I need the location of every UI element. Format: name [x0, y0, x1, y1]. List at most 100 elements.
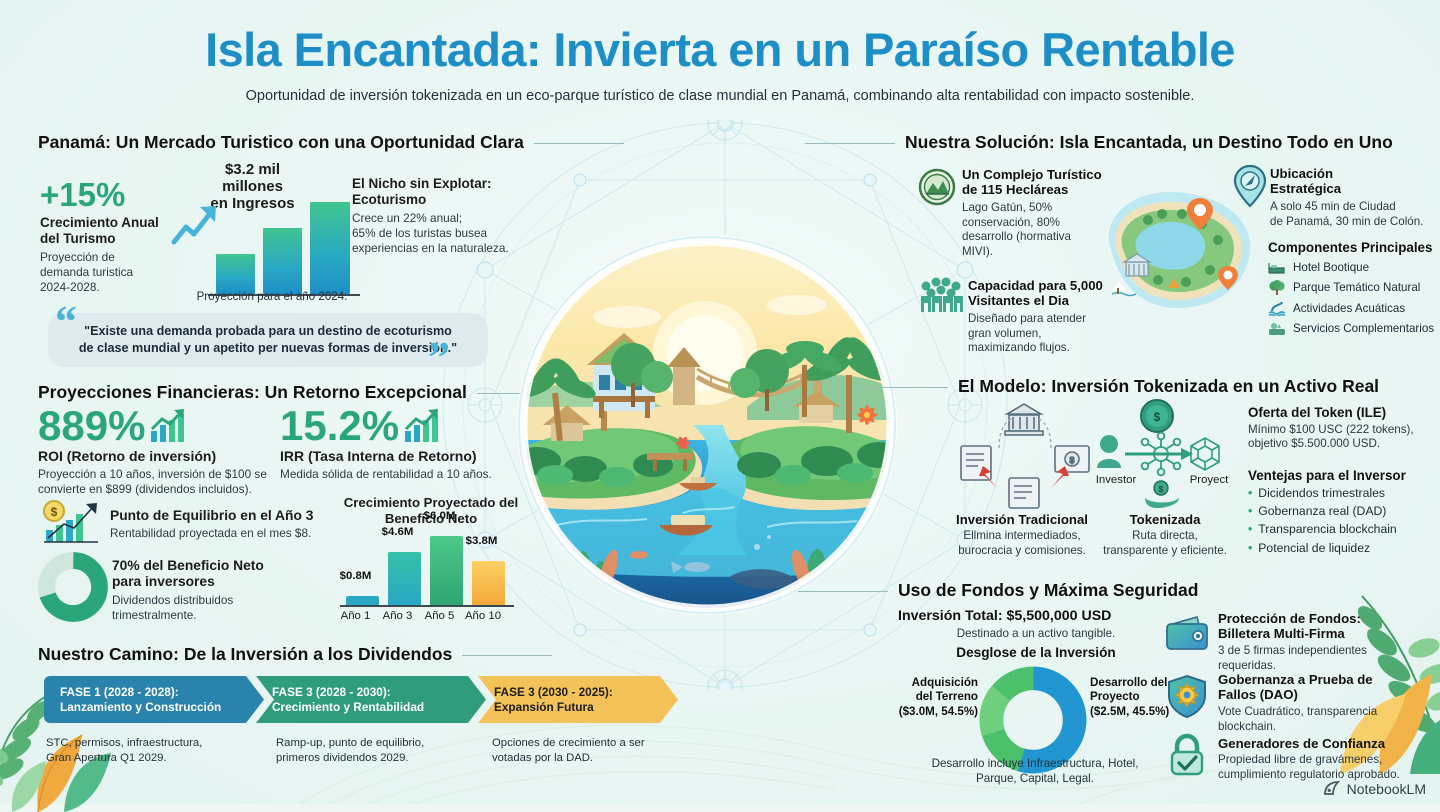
quote-text: "Existe una demanda probada para un dest… [78, 324, 458, 355]
notebooklm-logo-icon [1323, 781, 1340, 795]
section-heading-model: El Modelo: Inversión Tokenizada en un Ac… [857, 376, 1380, 396]
island-illustration [517, 235, 897, 615]
section-heading-solution: Nuestra Solución: Isla Encantada, un Des… [805, 132, 1393, 152]
dividend-block: 70% del Beneficio Neto para inversores D… [112, 558, 322, 623]
services-icon [1269, 322, 1285, 335]
breakdown-right-label: Desarrollo del Proyecto ($2.5M, 45.5%) [1090, 676, 1170, 718]
lock-check-icon [1170, 733, 1204, 776]
svg-text:$: $ [1154, 410, 1161, 424]
total-investment-label: Inversión Total: $5,500,000 USD [898, 608, 1112, 624]
roadmap-phase-2: FASE 3 (2028 - 2030): Crecimiento y Rent… [256, 676, 486, 723]
roadmap-note-2: Ramp-up, punto de equilibrio, primeros d… [276, 737, 425, 764]
traditional-desc: Ellmina intermediados, burocracia y comi… [958, 529, 1086, 558]
advantage-item-1: Dicidendos trimestrales [1248, 484, 1438, 502]
market-bar-1 [216, 254, 255, 294]
profit-bar-4 [472, 561, 505, 605]
security-item-2-desc: Vote Cuadrático, transparencia blockchai… [1218, 704, 1378, 733]
profit-bar-2 [388, 552, 421, 605]
investor-label: Investor [1095, 474, 1137, 486]
profit-chart-title-text: Crecimiento Proyectado del Beneficio Net… [343, 495, 519, 526]
security-item-2: Gobernanza a Prueba de Fallos (DAO) Vote… [1218, 672, 1438, 734]
page-subtitle: Oportunidad de inversión tokenizada en u… [245, 88, 1195, 104]
solution-item-2-desc: Diseñado para atender gran volumen, maxi… [968, 311, 1086, 355]
component-label-hotel: Hotel Bootique [1293, 261, 1370, 275]
growth-label: Crecimiento Anual del Turismo [40, 215, 159, 246]
svg-text:$: $ [1070, 456, 1075, 465]
roi-value: 889% [38, 402, 146, 449]
market-bar-2 [263, 228, 302, 294]
revenue-label: $3.2 mil millones en Ingresos [210, 161, 295, 212]
breakeven-growth-icon: $ [43, 500, 98, 543]
breakdown-left-label: Adquisición del Terreno ($3.0M, 54.5%) [898, 676, 978, 718]
security-item-1: Protección de Fondos: Billetera Multi-Fi… [1218, 611, 1438, 673]
niche-block: El Nicho sin Explotar: Ecoturismo Crece … [352, 176, 527, 256]
component-label-park: Parque Temático Natural [1293, 281, 1421, 295]
irr-label: IRR (Tasa Interna de Retorno) [280, 448, 477, 464]
bed-icon [1268, 262, 1285, 274]
token-offer-title: Oferta del Token (ILE) [1248, 405, 1387, 420]
breakeven-block: Punto de Equilibrio en el Año 3 Rentabil… [110, 508, 340, 541]
quote-close-mark: ” [428, 333, 450, 382]
water-slide-icon [1268, 301, 1286, 316]
chart-up-icon [151, 409, 185, 442]
solution-item-1-title: Un Complejo Turístico de 115 Hecláreas [962, 167, 1102, 198]
section-heading-funds: Uso de Fondos y Máxima Seguridad [797, 580, 1199, 600]
growth-desc: Proyección de demanda turistica 2024-202… [40, 249, 134, 295]
component-label-services: Servicios Complementarios [1293, 321, 1435, 335]
profit-cat-2: Año 3 [382, 610, 413, 622]
roadmap-phase-3: FASE 3 (2030 - 2025): Expansión Futura [478, 676, 678, 723]
project-label: Proyect [1189, 474, 1229, 486]
profit-bar-label-2: $4.6M [381, 526, 414, 538]
shield-gear-icon [1168, 674, 1206, 718]
footer-brand-text: NotebookLM [1346, 781, 1426, 797]
breakeven-desc: Rentabilidad proyectada en el mes $8. [110, 526, 312, 541]
profit-bar-3 [430, 536, 463, 605]
profit-chart-axis [340, 605, 514, 607]
chart-up-icon-2 [405, 409, 439, 442]
dividend-title: 70% del Beneficio Neto para inversores [112, 558, 264, 590]
traditional-investment-diagram: $ [960, 403, 1090, 509]
solution-item-3-desc: A solo 45 min de Ciudad de Panamá, 30 mi… [1270, 199, 1424, 228]
profit-bar-label-3: $6.0M [423, 510, 456, 522]
growth-stat: +15% Crecimiento Anual del Turismo Proye… [40, 178, 165, 295]
people-group-icon [921, 277, 963, 312]
profit-bar-label-1: $0.8M [339, 570, 372, 582]
tokenized-desc: Ruta directa, transparente y eficiente. [1103, 529, 1227, 558]
solution-item-1-desc: Lago Gatún, 50% conservación, 80% desarr… [962, 200, 1071, 259]
traditional-title: Inversión Tradicional [956, 512, 1088, 527]
market-bar-3 [310, 202, 350, 294]
advantage-item-2: Gobernanza real (DAD) [1248, 502, 1438, 520]
niche-desc: Crece un 22% anual; 65% de los turistas … [352, 210, 509, 256]
security-item-3-title: Generadores de Confianza [1218, 736, 1386, 751]
advantage-item-4: Potencial de liquidez [1248, 539, 1438, 557]
section-heading-financials: Proyecciones Financieras: Un Retorno Exc… [38, 382, 567, 402]
tokenized-block: Tokenizada Ruta directa, transparente y … [1090, 512, 1240, 559]
quote-box: "Existe una demanda probada para un dest… [48, 313, 488, 367]
security-item-3-desc: Propiedad libre de gravámenes, cumplimie… [1218, 753, 1400, 782]
dividend-desc: Dividendos distribuidos trimestralmente. [112, 592, 234, 622]
component-item-services: Servicios Complementarios [1268, 321, 1440, 336]
dividend-donut-chart [38, 552, 108, 622]
roadmap-phase-1: FASE 1 (2028 - 2028): Lanzamiento y Cons… [44, 676, 264, 723]
security-item-2-title: Gobernanza a Prueba de Fallos (DAO) [1218, 672, 1373, 703]
wallet-icon [1166, 616, 1208, 650]
solution-item-3-title: Ubicación Estratégica [1270, 166, 1342, 197]
tree-icon [1269, 279, 1285, 295]
irr-desc: Medida sólida de rentabilidad a 10 años. [280, 466, 492, 481]
mountain-circle-icon [918, 168, 956, 206]
security-item-1-title: Protección de Fondos: Billetera Multi-Fi… [1218, 611, 1361, 642]
component-label-water: Actividades Acuáticas [1293, 301, 1406, 315]
svg-text:$: $ [51, 505, 58, 519]
solution-item-2: Capacidad para 5,000 Visitantes el Dia D… [968, 278, 1103, 356]
market-bar-chart [168, 198, 360, 296]
footer-brand: NotebookLM [1323, 780, 1426, 798]
irr-stat: 15.2% IRR (Tasa Interna de Retorno) Medi… [280, 405, 510, 482]
tokenized-title: Tokenizada [1129, 512, 1201, 527]
section-heading-roadmap: Nuestro Camino: De la Inversión a los Di… [38, 644, 553, 664]
component-item-hotel: Hotel Bootique [1268, 261, 1440, 275]
token-offer-block: Oferta del Token (ILE) Mínimo $100 USC (… [1248, 405, 1438, 452]
component-item-water: Actividades Acuáticas [1268, 301, 1440, 316]
profit-bar-chart [340, 535, 514, 607]
growth-arrow-icon [171, 206, 216, 245]
